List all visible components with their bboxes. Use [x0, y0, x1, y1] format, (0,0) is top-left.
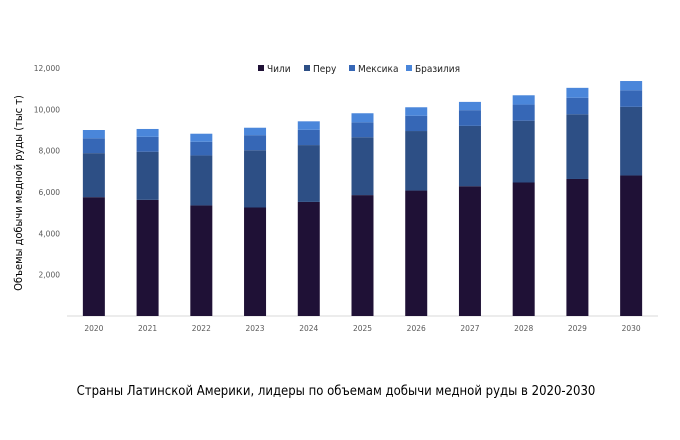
legend-label: Перу [313, 64, 337, 75]
bar-segment-3 [136, 136, 159, 152]
x-tick-label: 2020 [84, 324, 103, 333]
bar-segment-4 [620, 81, 643, 91]
bar-segment-3 [351, 122, 374, 138]
bar-segment-1 [190, 205, 213, 316]
y-tick-labels: 2,000 4,000 6,000 8,000 10,000 12,000 [34, 64, 60, 280]
bar-segment-1 [566, 178, 589, 316]
bar-segment-4 [136, 128, 159, 137]
legend-swatch [304, 65, 310, 71]
legend-label: Мексика [358, 64, 398, 75]
bar-segment-1 [244, 207, 267, 316]
bars [82, 81, 643, 316]
bar-segment-4 [458, 101, 481, 111]
bar-segment-4 [512, 95, 535, 105]
bar-segment-1 [351, 195, 374, 316]
bar-segment-1 [512, 182, 535, 316]
bar-segment-1 [297, 201, 320, 316]
y-tick-label: 4,000 [39, 229, 61, 238]
bar-segment-4 [351, 113, 374, 123]
x-tick-label: 2027 [460, 324, 479, 333]
bar-segment-3 [458, 110, 481, 126]
legend-label: Бразилия [415, 64, 460, 75]
bar-segment-3 [405, 115, 428, 132]
x-tick-label: 2021 [138, 324, 157, 333]
y-tick-label: 10,000 [34, 105, 60, 114]
bar-segment-2 [405, 131, 428, 191]
bar-segment-2 [297, 145, 320, 202]
bar-segment-3 [297, 129, 320, 146]
y-tick-label: 8,000 [39, 147, 61, 156]
bar-segment-2 [190, 155, 213, 206]
x-tick-label: 2024 [299, 324, 318, 333]
bar-segment-4 [566, 87, 589, 98]
x-tick-label: 2026 [407, 324, 426, 333]
x-tick-labels: 2020 2021 2022 2023 2024 2025 2026 2027 2028 2029… [84, 324, 641, 333]
bar-segment-3 [190, 141, 213, 156]
bar-segment-4 [405, 107, 428, 116]
legend-label: Чили [267, 64, 291, 75]
bar-segment-1 [82, 197, 105, 316]
bar-segment-1 [620, 175, 643, 316]
legend-swatch [406, 65, 412, 71]
figure-caption: Страны Латинской Америки, лидеры по объе… [77, 384, 596, 399]
x-tick-label: 2030 [622, 324, 641, 333]
legend: Чили Перу Мексика Бразилия [258, 64, 460, 75]
y-tick-label: 6,000 [39, 188, 61, 197]
y-tick-label: 12,000 [34, 64, 60, 73]
bar-segment-2 [566, 114, 589, 179]
bar-segment-1 [458, 186, 481, 316]
bar-segment-2 [244, 150, 267, 208]
bar-segment-4 [82, 130, 105, 139]
bar-segment-3 [620, 90, 643, 107]
x-tick-label: 2023 [245, 324, 264, 333]
bar-segment-3 [244, 135, 267, 151]
bar-segment-2 [512, 120, 535, 183]
x-tick-label: 2022 [192, 324, 211, 333]
y-axis-label: Объемы добычи медной руды (тыс т) [12, 95, 25, 291]
legend-swatch [349, 65, 355, 71]
bar-segment-3 [512, 104, 535, 121]
x-tick-label: 2025 [353, 324, 372, 333]
bar-segment-4 [297, 121, 320, 130]
x-tick-label: 2028 [514, 324, 533, 333]
bar-segment-4 [244, 127, 267, 136]
bar-segment-2 [82, 153, 105, 198]
bar-segment-1 [136, 199, 159, 316]
bar-segment-2 [136, 151, 159, 200]
bar-segment-4 [190, 133, 213, 142]
bar-segment-1 [405, 190, 428, 316]
y-tick-label: 2,000 [39, 271, 61, 280]
bar-segment-3 [566, 97, 589, 115]
x-tick-label: 2029 [568, 324, 587, 333]
bar-segment-2 [620, 106, 643, 176]
bar-segment-2 [458, 125, 481, 187]
bar-segment-3 [82, 138, 105, 154]
bar-segment-2 [351, 137, 374, 196]
legend-swatch [258, 65, 264, 71]
